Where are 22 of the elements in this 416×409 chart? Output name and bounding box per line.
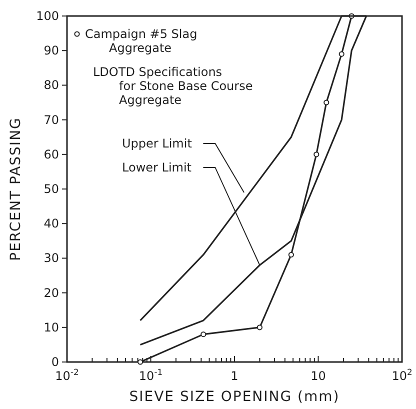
annotation: Lower Limit xyxy=(122,160,192,174)
y-tick-label: 50 xyxy=(44,182,59,196)
y-tick-label: 10 xyxy=(44,320,59,334)
annotation: Upper Limit xyxy=(122,136,192,150)
x-tick-label: 1 xyxy=(230,369,238,383)
x-tick-label: 10$^{2}$ xyxy=(392,367,412,383)
y-tick-label: 70 xyxy=(44,112,59,127)
annotation: LDOTD Specifications for Stone Base Course Aggregate xyxy=(93,65,253,107)
y-tick-label: 20 xyxy=(44,286,59,300)
y-axis-title: PERCENT PASSING xyxy=(8,117,24,261)
y-tick-label: 60 xyxy=(44,147,59,162)
y-tick-label: 90 xyxy=(44,44,59,58)
y-tick-label: 80 xyxy=(44,78,59,92)
legend-label: Campaign #5 Slag Aggregate xyxy=(85,27,198,55)
y-tick-label: 30 xyxy=(44,251,59,266)
x-axis-title: SIEVE SIZE OPENING (mm) xyxy=(129,389,340,405)
y-tick-label: 0 xyxy=(51,355,59,369)
x-tick-label: 10 xyxy=(310,369,326,383)
y-tick-label: 40 xyxy=(44,216,59,231)
x-tick-label: 10$^{-1}$ xyxy=(138,367,163,383)
x-tick-label: 10$^{-2}$ xyxy=(55,367,79,383)
y-tick-label: 100 xyxy=(36,9,59,23)
